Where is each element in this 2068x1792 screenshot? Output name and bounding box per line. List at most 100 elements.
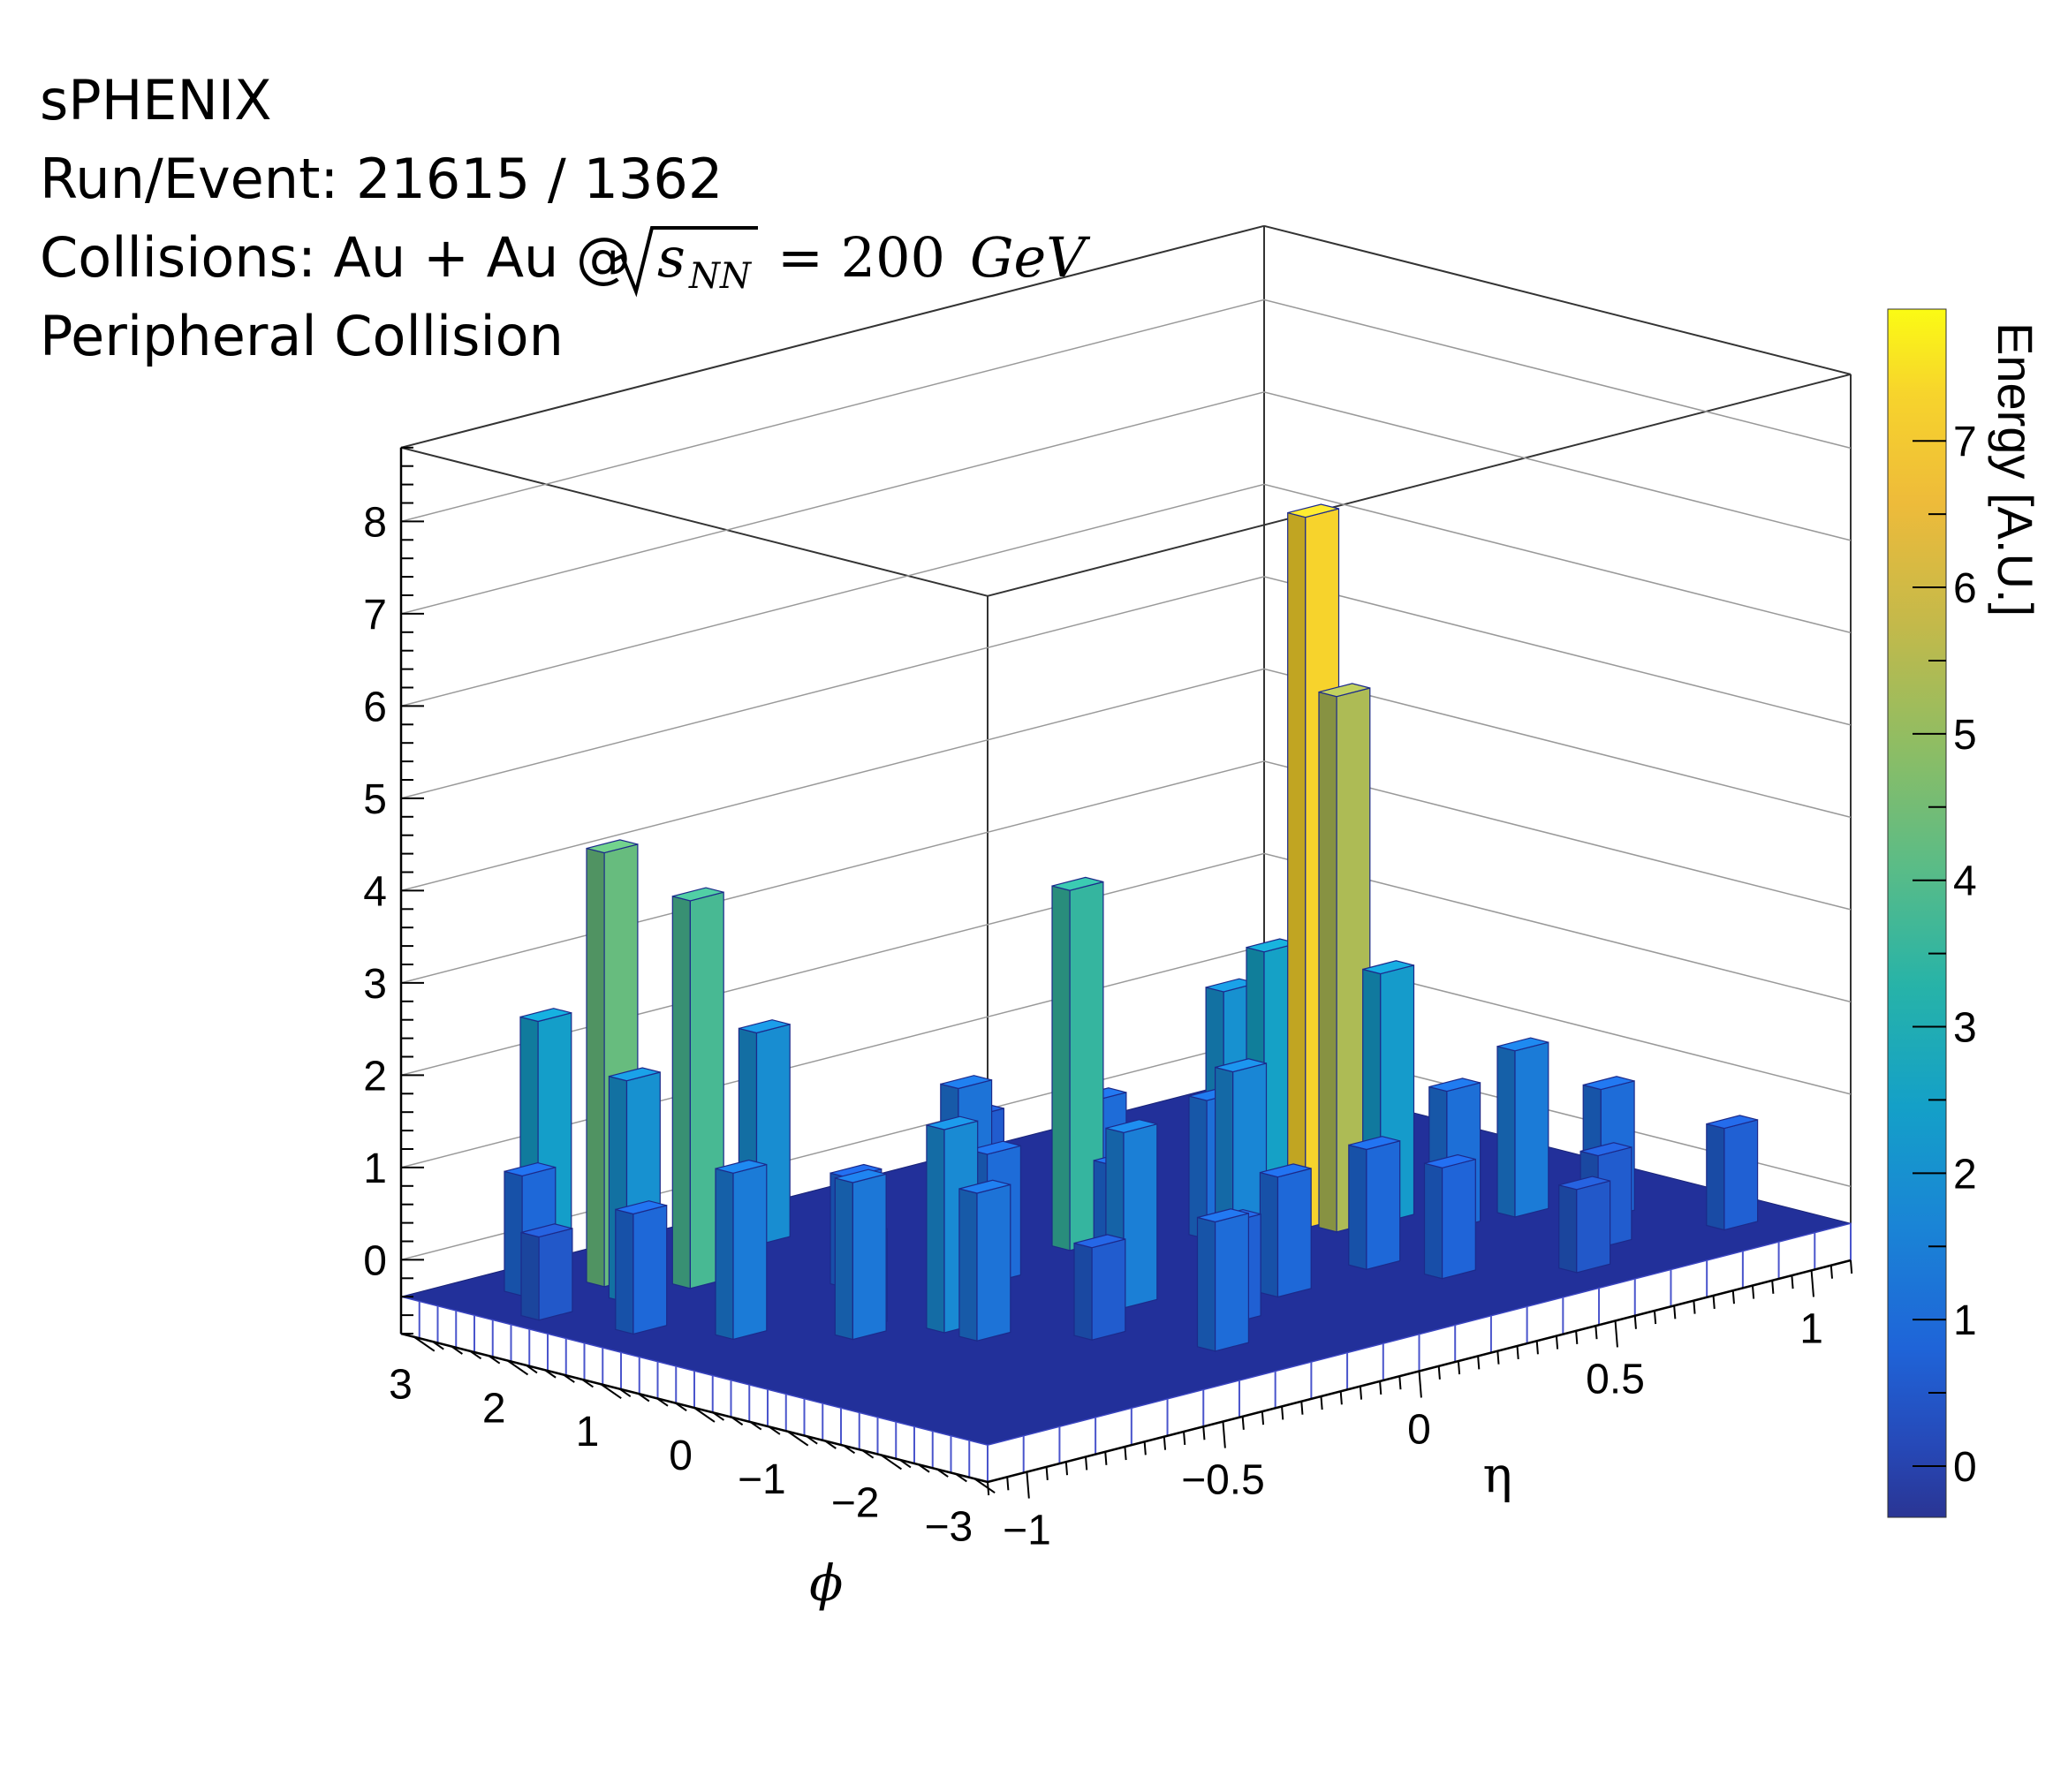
eta-major-tick — [1418, 1371, 1422, 1398]
z-gridline — [400, 668, 1852, 892]
tower-left-face — [615, 1208, 634, 1335]
eta-minor-tick — [1477, 1356, 1481, 1370]
eta-minor-tick — [1771, 1280, 1775, 1294]
phi-minor-tick — [526, 1365, 538, 1374]
eta-minor-tick — [1339, 1391, 1343, 1405]
phi-minor-tick — [581, 1379, 594, 1388]
eta-minor-tick — [1595, 1326, 1598, 1340]
eta-minor-tick — [1045, 1466, 1049, 1480]
collision-label: Collisions: Au + Au @ s NN = 200 GeV — [40, 225, 1091, 298]
eta-minor-tick — [1261, 1411, 1265, 1425]
z-gridline — [400, 299, 1852, 523]
eta-minor-tick — [1633, 1315, 1637, 1329]
eta-minor-tick — [1437, 1365, 1441, 1380]
phi-axis-title: ϕ — [809, 1555, 843, 1613]
eta-minor-tick — [1281, 1406, 1284, 1420]
eta-major-tick — [1810, 1270, 1814, 1297]
eta-minor-tick — [987, 1481, 990, 1496]
phi-major-tick — [880, 1454, 902, 1471]
tower-left-face — [1051, 885, 1071, 1251]
tower-left-face — [1706, 1123, 1725, 1231]
z-tick-label: 6 — [363, 684, 387, 730]
eta-minor-tick — [1379, 1380, 1382, 1395]
tower-bar — [1051, 876, 1104, 1251]
phi-minor-tick — [899, 1459, 912, 1469]
phi-tick-label: −2 — [831, 1480, 880, 1527]
eta-major-tick — [1614, 1320, 1618, 1348]
eta-tick-label: 1 — [1799, 1305, 1823, 1352]
phi-tick-label: 0 — [669, 1433, 693, 1479]
phi-minor-tick — [955, 1473, 967, 1483]
eta-major-tick — [1222, 1421, 1226, 1448]
phi-minor-tick — [451, 1345, 463, 1355]
tower-left-face — [504, 1170, 523, 1297]
colorbar-tick-label: 2 — [1953, 1151, 1977, 1198]
eta-tick-label: −0.5 — [1181, 1457, 1265, 1504]
phi-minor-tick — [469, 1350, 482, 1360]
tower-front-face — [1123, 1123, 1158, 1309]
phi-minor-tick — [936, 1468, 949, 1478]
z-tick-label: 1 — [363, 1146, 387, 1192]
tower-left-face — [958, 1188, 978, 1342]
tower-top-face — [1362, 960, 1414, 975]
tower-top-face — [519, 1008, 572, 1023]
phi-minor-tick — [824, 1440, 837, 1449]
tower-top-face — [1073, 1234, 1125, 1249]
collision-unit: GeV — [970, 225, 1091, 290]
phi-minor-tick — [731, 1416, 744, 1426]
tower-top-face — [1424, 1153, 1476, 1168]
eta-minor-tick — [1496, 1350, 1500, 1365]
colorbar-tick-label: 1 — [1953, 1297, 1977, 1344]
eta-minor-tick — [1693, 1300, 1696, 1314]
tower-front-face — [1366, 1140, 1401, 1271]
eta-minor-tick — [1143, 1441, 1147, 1456]
phi-minor-tick — [861, 1449, 875, 1459]
tower-left-face — [1318, 691, 1337, 1233]
tower-left-face — [1196, 1216, 1216, 1352]
phi-minor-tick — [769, 1425, 781, 1435]
run-event-label: Run/Event: 21615 / 1362 — [40, 147, 723, 211]
eta-major-tick — [1026, 1471, 1030, 1499]
z-gridline — [400, 391, 1852, 615]
phi-minor-tick — [563, 1373, 575, 1383]
tower-bar — [1348, 1136, 1401, 1271]
eta-minor-tick — [1751, 1285, 1755, 1299]
tower-bars — [400, 503, 1852, 1483]
tower-left-face — [671, 896, 692, 1289]
tower-top-face — [1197, 1208, 1249, 1223]
z-gridline — [400, 576, 1852, 799]
colorbar-tick-label: 6 — [1953, 565, 1977, 612]
eta-minor-tick — [1575, 1330, 1579, 1344]
tower-left-face — [715, 1168, 734, 1341]
eta-minor-tick — [1104, 1451, 1108, 1465]
tower-front-face — [976, 1183, 1011, 1342]
tower-bar — [1259, 1163, 1312, 1298]
colorbar-gradient — [1887, 308, 1947, 1518]
eta-minor-tick — [1320, 1395, 1323, 1410]
tower-bar — [715, 1159, 768, 1341]
eta-minor-tick — [1006, 1477, 1010, 1491]
info-block: sPHENIX Run/Event: 21615 / 1362 Collisio… — [40, 68, 1091, 368]
tower-top-face — [1428, 1077, 1481, 1093]
tower-top-face — [1246, 938, 1298, 953]
sqrt-s: s — [657, 225, 686, 290]
colorbar-tick-label: 0 — [1953, 1444, 1977, 1491]
eta-minor-tick — [1241, 1416, 1245, 1430]
collision-prefix: Collisions: Au + Au @ — [40, 225, 631, 290]
eta-minor-tick — [1829, 1265, 1833, 1279]
tower-bar — [958, 1179, 1011, 1342]
tower-front-face — [1091, 1238, 1126, 1341]
tower-top-face — [835, 1168, 887, 1183]
phi-tick-label: −1 — [738, 1456, 786, 1503]
tower-top-face — [1260, 1163, 1312, 1178]
eta-tick-label: 0.5 — [1586, 1356, 1645, 1403]
eta-minor-tick — [1183, 1431, 1186, 1446]
tower-front-face — [1276, 1168, 1312, 1298]
tower-top-face — [1583, 1076, 1635, 1091]
tower-bar — [1423, 1153, 1476, 1280]
eta-minor-tick — [1398, 1376, 1402, 1390]
tower-front-face — [538, 1228, 573, 1321]
tower-top-face — [1558, 1176, 1610, 1191]
eta-minor-tick — [1202, 1426, 1206, 1440]
